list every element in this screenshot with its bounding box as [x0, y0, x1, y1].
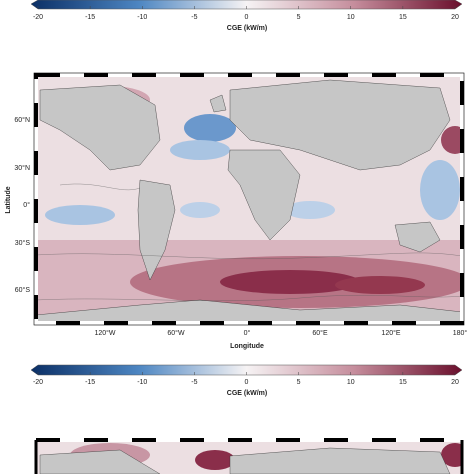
colorbar-tick-label: -15	[85, 14, 95, 21]
colorbar-tick-label: 20	[451, 14, 459, 21]
lat-label: 0°	[23, 201, 30, 209]
colorbar-tick-label: -10	[137, 379, 147, 386]
colorbar-tick-label: 20	[451, 379, 459, 386]
colorbar-tick-label: -5	[191, 14, 197, 21]
lat-label: 60°S	[15, 286, 31, 294]
lat-label: 30°N	[14, 164, 30, 172]
lon-label: 60°E	[312, 329, 328, 337]
colorbar-tick-label: 15	[399, 14, 407, 21]
lat-label: 60°N	[14, 116, 30, 124]
colorbar-tick-label: -20	[33, 379, 43, 386]
map-frame-checker	[34, 73, 464, 325]
colorbar-tick-label: -10	[137, 14, 147, 21]
colorbar-tick-label: 5	[297, 14, 301, 21]
colorbar-tick-label: 0	[245, 14, 249, 21]
map-frame-outline	[33, 72, 465, 326]
map-bottom	[36, 440, 462, 474]
colorbar-tick-label: 15	[399, 379, 407, 386]
colorbar-label: CGE (kW/m)	[227, 25, 267, 32]
lat-label: 30°S	[15, 239, 31, 247]
colorbar-tick-label: 5	[297, 379, 301, 386]
colorbar-tick-label: 10	[347, 379, 355, 386]
lon-label: 60°W	[167, 329, 185, 337]
colorbar-tick-label: -5	[191, 379, 197, 386]
colorbar-tick-label: 10	[347, 14, 355, 21]
colorbar-tick-label: -20	[33, 14, 43, 21]
axis-title: Longitude	[230, 343, 264, 350]
colorbar-label: CGE (kW/m)	[227, 390, 267, 397]
colorbar-tick-label: -15	[85, 379, 95, 386]
lon-label: 180°	[453, 329, 468, 337]
colorbar-tick-label: 0	[245, 379, 249, 386]
lon-label: 120°W	[94, 329, 115, 337]
lon-label: 120°E	[381, 329, 400, 337]
map-top	[36, 75, 462, 323]
axis-title: Latitude	[5, 186, 12, 213]
lon-label: 0°	[244, 329, 251, 337]
